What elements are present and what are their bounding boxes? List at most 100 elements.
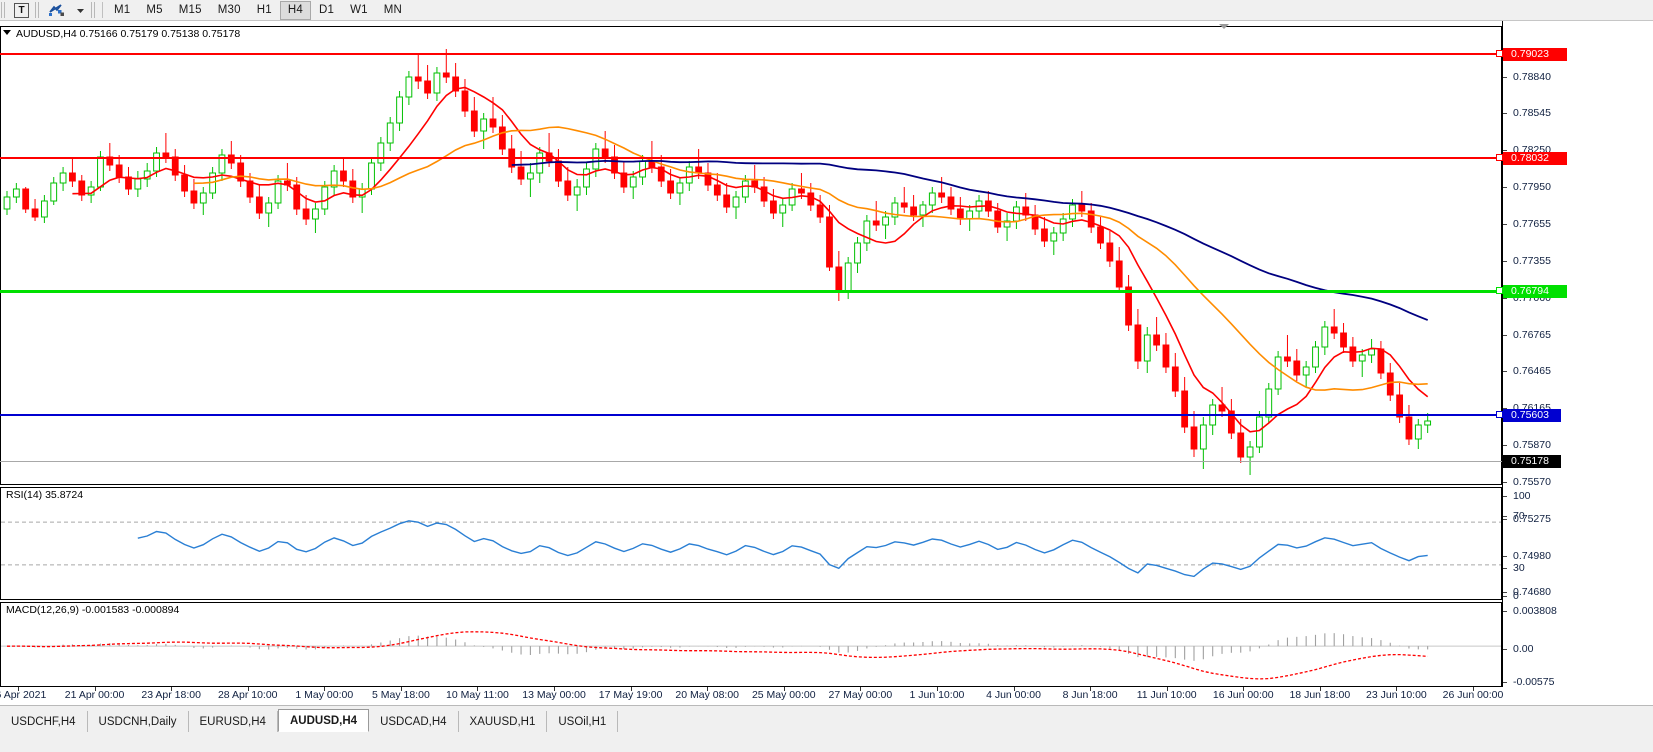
price-pane[interactable]: AUDUSD,H4 0.75166 0.75179 0.75138 0.7517… [0, 26, 1502, 485]
scale-tick-mark [1503, 335, 1507, 336]
time-tick-mark [1243, 687, 1245, 691]
scale-tick-mark [1503, 224, 1507, 225]
price-label-text: 0.78032 [1511, 152, 1549, 164]
scale-tick-mark [1503, 496, 1507, 497]
price-label-0.76794: 0.76794 [1503, 285, 1567, 298]
chart-area[interactable]: AUDUSD,H4 0.75166 0.75179 0.75138 0.7517… [0, 21, 1653, 688]
price-label-text: 0.77655 [1513, 218, 1551, 230]
timeframe-button-m1[interactable]: M1 [114, 4, 131, 16]
price-label-text: 0.79023 [1511, 48, 1549, 60]
macd-level-text: 0.003808 [1513, 605, 1557, 617]
resistance-line-1[interactable] [0, 50, 1503, 57]
price-scale[interactable]: 0.79023 0.78840 0.78545 0.78250 0.78032 0.779… [1502, 21, 1653, 688]
symbol-tab-usoil-h1[interactable]: USOil,H1 [547, 711, 619, 732]
scale-tick-mark [1503, 408, 1507, 409]
price-label-0.74680: 0.74680 [1503, 586, 1653, 599]
scale-tick-mark [1503, 682, 1507, 683]
chart-scroll-marker-icon [1219, 24, 1229, 29]
resistance-line-2[interactable] [0, 154, 1503, 161]
current-price-line[interactable] [0, 461, 1502, 462]
price-label-text: 0.78545 [1513, 107, 1551, 119]
timeframe-button-m15[interactable]: M15 [178, 4, 202, 16]
toolbar-separator [102, 2, 103, 18]
time-axis[interactable]: 16 Apr 2021 21 Apr 00:00 23 Apr 18:00 28 Ap… [0, 687, 1653, 705]
time-tick-mark [171, 687, 173, 691]
rsi-pane[interactable]: RSI(14) 35.8724 [0, 487, 1502, 600]
scale-tick-mark [1503, 649, 1507, 650]
symbol-tab-usdchf-h4[interactable]: USDCHF,H4 [0, 711, 88, 732]
timeframe-button-h4[interactable]: H4 [279, 0, 311, 20]
scale-tick-mark [1503, 516, 1507, 517]
price-label-0.76465: 0.76465 [1503, 365, 1653, 378]
timeframe-button-w1[interactable]: W1 [350, 4, 368, 16]
time-label: 20 May 08:00 [675, 689, 740, 701]
time-tick-mark [936, 687, 938, 691]
time-label: 1 May 00:00 [295, 689, 354, 701]
time-label: 17 May 19:00 [598, 689, 663, 701]
timeframe-button-mn[interactable]: MN [383, 4, 403, 16]
price-label-text: 0.74980 [1513, 550, 1551, 562]
time-label: 1 Jun 10:00 [909, 689, 965, 701]
timeframe-group: M1 M5 M15 M30 H1 H4 D1 W1 MN [106, 0, 410, 20]
price-label-0.74980: 0.74980 [1503, 550, 1653, 563]
rsi-level-text: 100 [1513, 490, 1531, 502]
symbol-tab-xauusd-h1[interactable]: XAUUSD,H1 [458, 711, 548, 732]
toolbar-grip-3[interactable] [91, 2, 97, 18]
pivot-line-handle[interactable] [1496, 411, 1503, 418]
scale-tick-mark [1503, 298, 1507, 299]
support-line-handle[interactable] [1496, 287, 1503, 294]
macd-pane[interactable]: MACD(12,26,9) -0.001583 -0.000894 [0, 602, 1502, 687]
scale-tick-mark [1503, 592, 1507, 593]
rsi-plot [1, 520, 1501, 578]
scale-tick-mark [1503, 150, 1507, 151]
resistance-line-1-handle[interactable] [1496, 50, 1503, 57]
symbol-tab-usdcad-h4[interactable]: USDCAD,H4 [369, 711, 459, 732]
macd-level-text: 0.00 [1513, 643, 1534, 655]
main-toolbar: T M1 M5 M15 M30 H1 H4 D1 W1 MN [0, 0, 1653, 21]
pane-collapse-arrow-icon[interactable] [3, 30, 11, 35]
symbol-tab-usdcnh-daily[interactable]: USDCNH,Daily [87, 711, 189, 732]
price-label-0.77655: 0.77655 [1503, 218, 1653, 231]
timeframe-button-m30[interactable]: M30 [217, 4, 241, 16]
scale-tick-mark [1503, 77, 1507, 78]
price-label-0.75275: 0.75275 [1503, 513, 1653, 526]
macd-plot [1, 631, 1501, 680]
indicators-icon[interactable] [43, 1, 70, 20]
timeframe-button-d1[interactable]: D1 [318, 4, 335, 16]
rsi-level-text: 70 [1513, 510, 1525, 522]
rsi-label: RSI(14) 35.8724 [5, 489, 85, 501]
chevron-down-icon[interactable] [70, 1, 90, 20]
macd-level-text: -0.00575 [1513, 676, 1555, 688]
cursor-tool-label: T [14, 2, 29, 18]
price-label-text: 0.75570 [1513, 476, 1551, 488]
price-label-text: 0.78840 [1513, 71, 1551, 83]
cursor-tool-icon[interactable]: T [9, 1, 34, 20]
time-tick-mark [554, 687, 556, 691]
timeframe-button-h1[interactable]: H1 [256, 4, 272, 16]
price-plot [3, 49, 1432, 475]
price-label-text: 0.76765 [1513, 329, 1551, 341]
support-line[interactable] [0, 287, 1503, 294]
resistance-line-2-handle[interactable] [1496, 154, 1503, 161]
timeframe-button-m5[interactable]: M5 [146, 4, 163, 16]
price-label-text: 0.75275 [1513, 513, 1551, 525]
symbol-tab-audusd-h4[interactable]: AUDUSD,H4 [277, 709, 370, 732]
price-label-0.75870: 0.75870 [1503, 439, 1653, 452]
scale-tick-mark [1503, 611, 1507, 612]
price-label-0.78840: 0.78840 [1503, 71, 1653, 84]
price-label-0.75603: 0.75603 [1503, 409, 1561, 422]
time-label: 26 Jun 00:00 [1442, 689, 1504, 701]
scale-tick-mark [1503, 445, 1507, 446]
macd-label: MACD(12,26,9) -0.001583 -0.000894 [5, 604, 181, 616]
toolbar-grip[interactable] [1, 2, 7, 18]
scale-tick-mark [1503, 187, 1507, 188]
time-tick-mark [247, 687, 249, 691]
time-tick-mark [630, 687, 632, 691]
toolbar-grip-2[interactable] [35, 2, 41, 18]
pivot-line[interactable] [0, 411, 1503, 418]
symbol-tab-eurusd-h4[interactable]: EURUSD,H4 [188, 711, 278, 732]
time-label: 25 May 00:00 [751, 689, 816, 701]
scale-tick-mark [1503, 596, 1507, 597]
macd-level-0.003808: 0.003808 [1503, 605, 1653, 618]
rsi-level-text: 30 [1513, 562, 1525, 574]
